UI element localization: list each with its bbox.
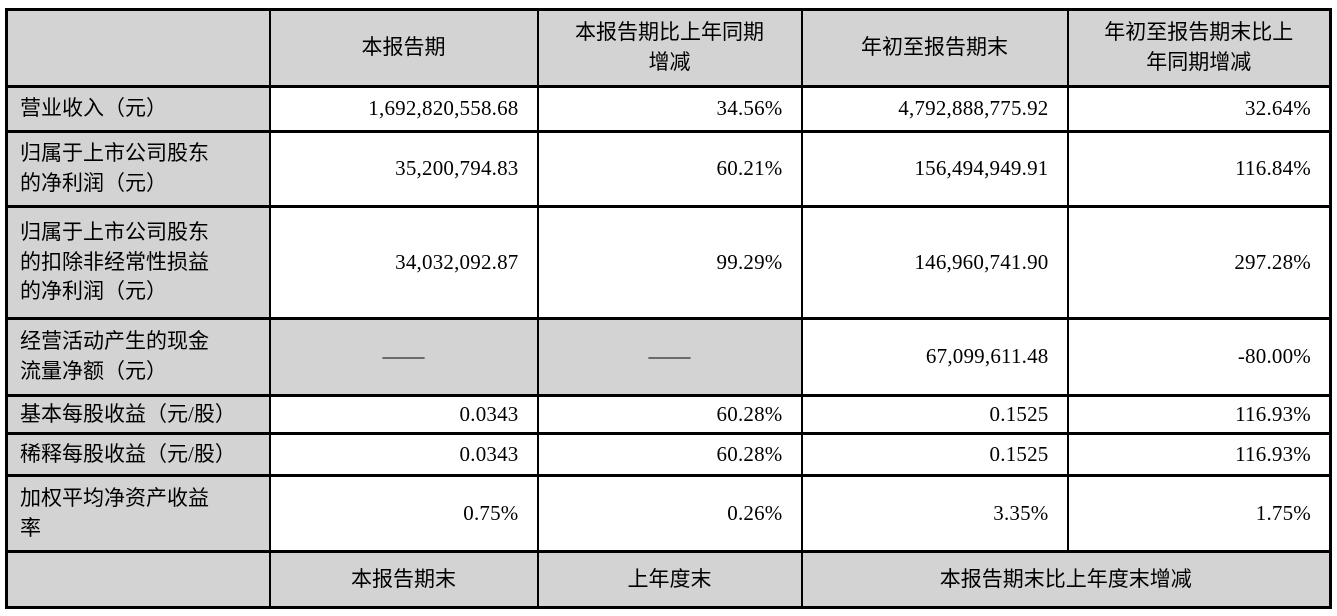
value-current: 1,692,820,558.68: [268, 85, 539, 133]
value-ytd-yoy: -80.00%: [1066, 317, 1332, 397]
value-ytd: 4,792,888,775.92: [800, 85, 1069, 133]
value-current-yoy: 60.21%: [536, 130, 803, 208]
value-current: 0.0343: [268, 394, 539, 435]
value-ytd-yoy: 116.84%: [1066, 130, 1332, 208]
header-current-period-yoy: 本报告期比上年同期 增减: [536, 8, 803, 88]
value-ytd-yoy: 32.64%: [1066, 85, 1332, 133]
header-row: 本报告期 本报告期比上年同期 增减 年初至报告期末 年初至报告期末比上 年同期增…: [5, 8, 1332, 88]
value-ytd: 0.1525: [800, 394, 1069, 435]
table-row-diluted-eps: 稀释每股收益（元/股） 0.0343 60.28% 0.1525 116.93%: [5, 432, 1332, 477]
row-label: 归属于上市公司股东 的扣除非经常性损益 的净利润（元）: [5, 205, 271, 320]
financial-summary-table: 本报告期 本报告期比上年同期 增减 年初至报告期末 年初至报告期末比上 年同期增…: [5, 8, 1332, 609]
table-row-basic-eps: 基本每股收益（元/股） 0.0343 60.28% 0.1525 116.93%: [5, 394, 1332, 435]
footer-period-end: 本报告期末: [268, 550, 539, 609]
table-row-operating-revenue: 营业收入（元） 1,692,820,558.68 34.56% 4,792,88…: [5, 85, 1332, 133]
table-row-net-profit: 归属于上市公司股东 的净利润（元） 35,200,794.83 60.21% 1…: [5, 130, 1332, 208]
value-current-yoy: 60.28%: [536, 394, 803, 435]
value-current: 0.0343: [268, 432, 539, 477]
row-label: 归属于上市公司股东 的净利润（元）: [5, 130, 271, 208]
header-ytd: 年初至报告期末: [800, 8, 1069, 88]
row-label: 营业收入（元）: [5, 85, 271, 133]
row-label: 经营活动产生的现金 流量净额（元）: [5, 317, 271, 397]
value-ytd: 3.35%: [800, 474, 1069, 553]
value-current-yoy: 60.28%: [536, 432, 803, 477]
value-current: 0.75%: [268, 474, 539, 553]
value-ytd: 146,960,741.90: [800, 205, 1069, 320]
footer-prior-year-end: 上年度末: [536, 550, 803, 609]
value-current-yoy: 34.56%: [536, 85, 803, 133]
value-current: 35,200,794.83: [268, 130, 539, 208]
table-row-net-profit-excl-nonrecurring: 归属于上市公司股东 的扣除非经常性损益 的净利润（元） 34,032,092.8…: [5, 205, 1332, 320]
value-current-yoy-placeholder: ——: [536, 317, 803, 397]
value-current-yoy: 99.29%: [536, 205, 803, 320]
value-ytd-yoy: 116.93%: [1066, 394, 1332, 435]
table-row-operating-cash-flow: 经营活动产生的现金 流量净额（元） —— —— 67,099,611.48 -8…: [5, 317, 1332, 397]
value-ytd: 67,099,611.48: [800, 317, 1069, 397]
row-label: 稀释每股收益（元/股）: [5, 432, 271, 477]
value-ytd-yoy: 116.93%: [1066, 432, 1332, 477]
footer-period-end-vs-prior-year-end: 本报告期末比上年度末增减: [800, 550, 1332, 609]
value-ytd: 156,494,949.91: [800, 130, 1069, 208]
header-ytd-yoy: 年初至报告期末比上 年同期增减: [1066, 8, 1332, 88]
footer-corner-cell: [5, 550, 271, 609]
value-ytd: 0.1525: [800, 432, 1069, 477]
value-current-placeholder: ——: [268, 317, 539, 397]
row-label: 基本每股收益（元/股）: [5, 394, 271, 435]
row-label: 加权平均净资产收益 率: [5, 474, 271, 553]
value-current: 34,032,092.87: [268, 205, 539, 320]
value-ytd-yoy: 1.75%: [1066, 474, 1332, 553]
header-current-period: 本报告期: [268, 8, 539, 88]
value-ytd-yoy: 297.28%: [1066, 205, 1332, 320]
table-row-weighted-average-roe: 加权平均净资产收益 率 0.75% 0.26% 3.35% 1.75%: [5, 474, 1332, 553]
footer-row: 本报告期末 上年度末 本报告期末比上年度末增减: [5, 550, 1332, 609]
header-corner-cell: [5, 8, 271, 88]
value-current-yoy: 0.26%: [536, 474, 803, 553]
